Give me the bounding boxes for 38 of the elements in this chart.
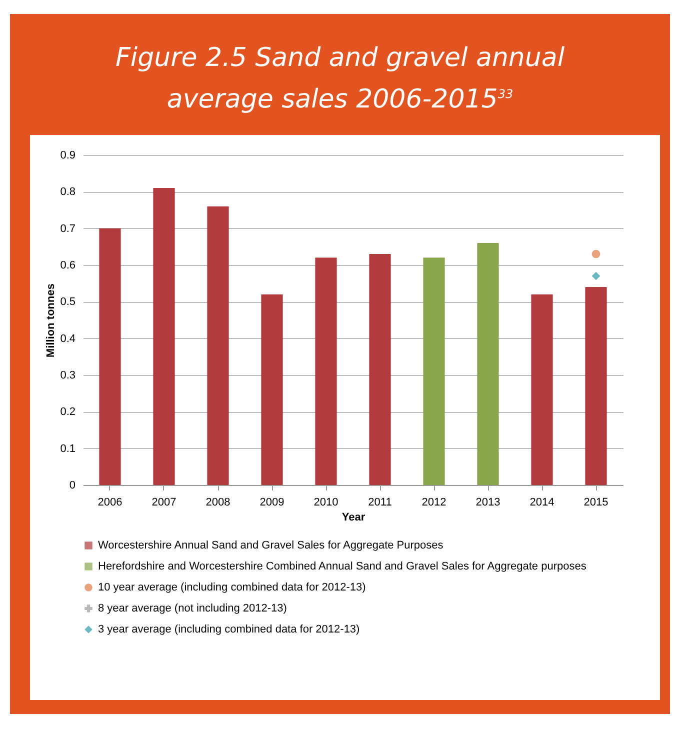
x-tick-label: 2006: [98, 496, 122, 508]
bar: [99, 228, 121, 485]
x-tick-label: 2010: [314, 496, 338, 508]
bar: [477, 243, 499, 485]
chart-title: Figure 2.5 Sand and gravel annual average sales 2006-2015$^{33}$: [114, 42, 566, 117]
y-tick-label: 0.9: [60, 150, 76, 162]
x-tick-label: 2007: [152, 496, 176, 508]
bar: [369, 254, 391, 485]
y-tick-label: 0.4: [60, 332, 76, 345]
y-tick-label: 0.5: [60, 296, 76, 308]
bar: [153, 188, 175, 485]
x-tick-label: 2008: [206, 496, 230, 508]
x-tick-label: 2015: [584, 496, 608, 508]
x-tick-label: 2013: [476, 496, 500, 508]
y-tick-label: 0.8: [60, 186, 76, 198]
y-tick-label: 0.3: [60, 370, 76, 382]
legend-label: 10 year average (including combined data for 2012-13): [98, 582, 366, 594]
y-tick-label: 0.6: [60, 260, 76, 272]
bar: [423, 258, 445, 485]
bar: [585, 287, 607, 485]
y-tick-label: 0: [69, 480, 76, 492]
y-tick-label: 0.1: [60, 442, 76, 455]
x-tick-label: 2009: [260, 496, 284, 508]
legend-label: 8 year average (not including 2012-13): [98, 602, 287, 614]
bar: [207, 206, 229, 485]
x-tick-label: 2011: [368, 496, 392, 508]
bar: [315, 258, 337, 485]
legend-label: Worcestershire Annual Sand and Gravel Sales for Aggregate Purposes: [98, 540, 444, 552]
y-axis-title: Million tonnes: [45, 284, 58, 358]
y-tick-label: 0.7: [60, 222, 76, 235]
x-tick-label: 2012: [422, 496, 446, 508]
x-tick-label: 2014: [530, 496, 554, 508]
legend-label: 3 year average (including combined data for 2012-13): [98, 624, 360, 636]
legend-label: Herefordshire and Worcestershire Combined Annual Sand and Gravel Sales for Aggregate purposes: [98, 560, 587, 572]
y-tick-label: 0.2: [60, 406, 76, 418]
bar: [531, 294, 553, 485]
bar: [261, 294, 283, 485]
x-axis-title: Year: [342, 512, 366, 524]
